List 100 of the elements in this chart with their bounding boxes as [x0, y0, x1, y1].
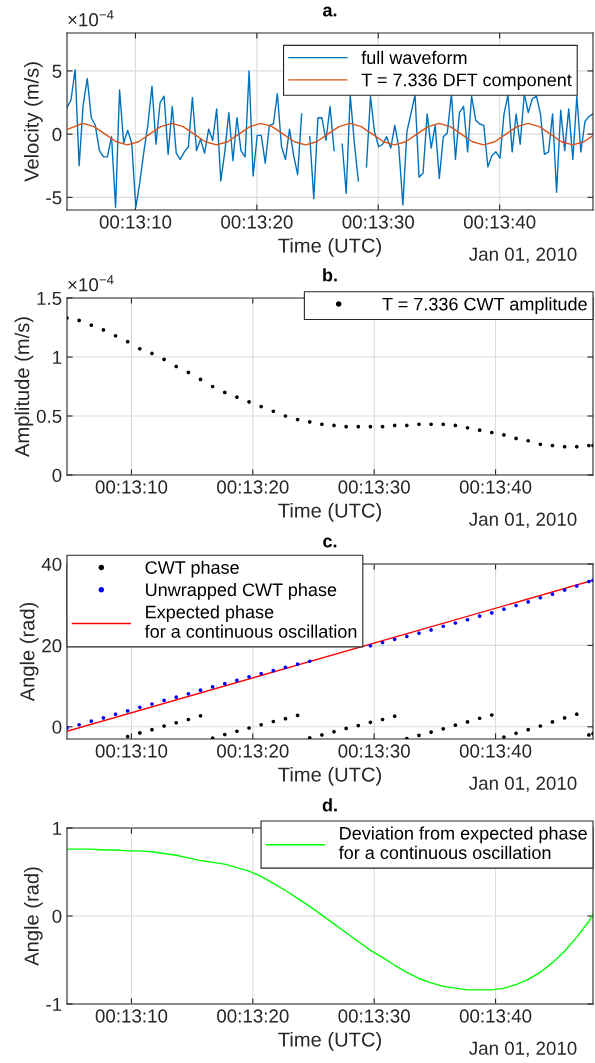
point [417, 631, 421, 636]
point [271, 719, 276, 724]
point [550, 592, 555, 596]
point [550, 720, 555, 724]
point [465, 617, 470, 622]
point [465, 425, 470, 430]
point [186, 691, 191, 696]
y-axis-title: Amplitude (m/s) [14, 317, 34, 457]
point [125, 734, 130, 739]
x-tick-label: 00:13:20 [217, 744, 289, 758]
x-tick-label: 00:13:40 [463, 215, 536, 229]
point [332, 423, 336, 428]
point [344, 726, 348, 731]
y-axis-title: Angle (rad) [23, 867, 43, 966]
point [489, 713, 494, 717]
y-tick-label: 0 [52, 127, 62, 142]
point [137, 705, 142, 710]
point [453, 621, 458, 625]
y-tick-label: 20 [42, 639, 62, 653]
y-tick-label: 0 [52, 909, 62, 923]
point [320, 733, 324, 737]
point [477, 614, 482, 618]
legend-label: full waveform [361, 50, 467, 65]
chart-title: d. [322, 798, 337, 812]
y-tick-label: 0 [52, 720, 62, 734]
point [222, 390, 227, 395]
y-tick-label: 1 [53, 350, 62, 364]
point [574, 712, 579, 717]
y-tick-label: 1 [53, 821, 62, 835]
point [174, 720, 179, 725]
x-axis-title: Time (UTC) [278, 237, 381, 257]
point [162, 698, 166, 703]
x-tick-label: 00:13:40 [459, 744, 532, 758]
point [417, 422, 421, 427]
text: ×10$^{−4}$ [68, 275, 114, 292]
point [404, 423, 409, 428]
point [113, 712, 118, 717]
point [441, 422, 446, 427]
chart-title: a. [323, 6, 337, 17]
point [392, 637, 397, 642]
point [429, 628, 433, 632]
point [247, 726, 251, 730]
x-tick-label: 00:13:30 [338, 744, 410, 758]
point [477, 428, 482, 432]
point [89, 323, 94, 327]
point [477, 716, 482, 721]
point [222, 732, 227, 737]
point [344, 424, 348, 429]
legend-label: Unwrapped CWT phase [146, 582, 337, 600]
text: Jan 01, 2010 [469, 1041, 577, 1058]
point [502, 607, 506, 612]
point [307, 735, 312, 739]
y-tick-label: 5 [52, 64, 62, 78]
legend-label: T = 7.336 CWT amplitude [382, 297, 587, 315]
y-axis-title: Velocity (m/s) [23, 62, 43, 182]
point [502, 433, 506, 437]
point [489, 430, 494, 435]
point [332, 729, 336, 734]
text: Jan 01, 2010 [469, 776, 577, 793]
point [101, 328, 106, 332]
point [259, 671, 264, 676]
y-tick-label: 1.5 [37, 291, 62, 305]
point [235, 678, 239, 683]
y-tick-label: 0 [52, 468, 62, 482]
x-tick-label: 00:13:10 [95, 480, 168, 494]
point [113, 333, 118, 338]
point [162, 357, 166, 362]
point [574, 444, 579, 449]
point [392, 423, 397, 428]
x-tick-label: 00:13:10 [99, 215, 172, 229]
point [137, 731, 142, 735]
x-tick-label: 00:13:20 [221, 215, 293, 229]
point [259, 722, 264, 727]
point [89, 719, 94, 723]
point [417, 733, 421, 738]
point [429, 422, 433, 427]
point [174, 695, 179, 699]
point [235, 395, 239, 399]
point [514, 436, 518, 441]
point [404, 634, 409, 639]
point [77, 722, 81, 727]
point [368, 720, 373, 725]
point [429, 730, 433, 734]
point [562, 588, 567, 592]
point [77, 318, 81, 323]
y-tick-label: 0.5 [36, 409, 62, 423]
x-tick-label: 00:13:30 [338, 1009, 410, 1023]
point [514, 731, 518, 736]
x-axis-title: Time (UTC) [278, 1031, 381, 1051]
point [526, 438, 531, 443]
x-tick-label: 00:13:40 [459, 1009, 532, 1023]
y-tick-label: -5 [46, 191, 62, 205]
point [587, 733, 591, 737]
point [222, 681, 227, 686]
point [526, 600, 531, 604]
point [404, 736, 409, 739]
legend-label: Expected phase for a continuous oscillation [144, 605, 357, 638]
x-tick-label: 00:13:40 [459, 480, 532, 494]
point [562, 716, 567, 720]
y-tick-label: 40 [41, 557, 62, 571]
